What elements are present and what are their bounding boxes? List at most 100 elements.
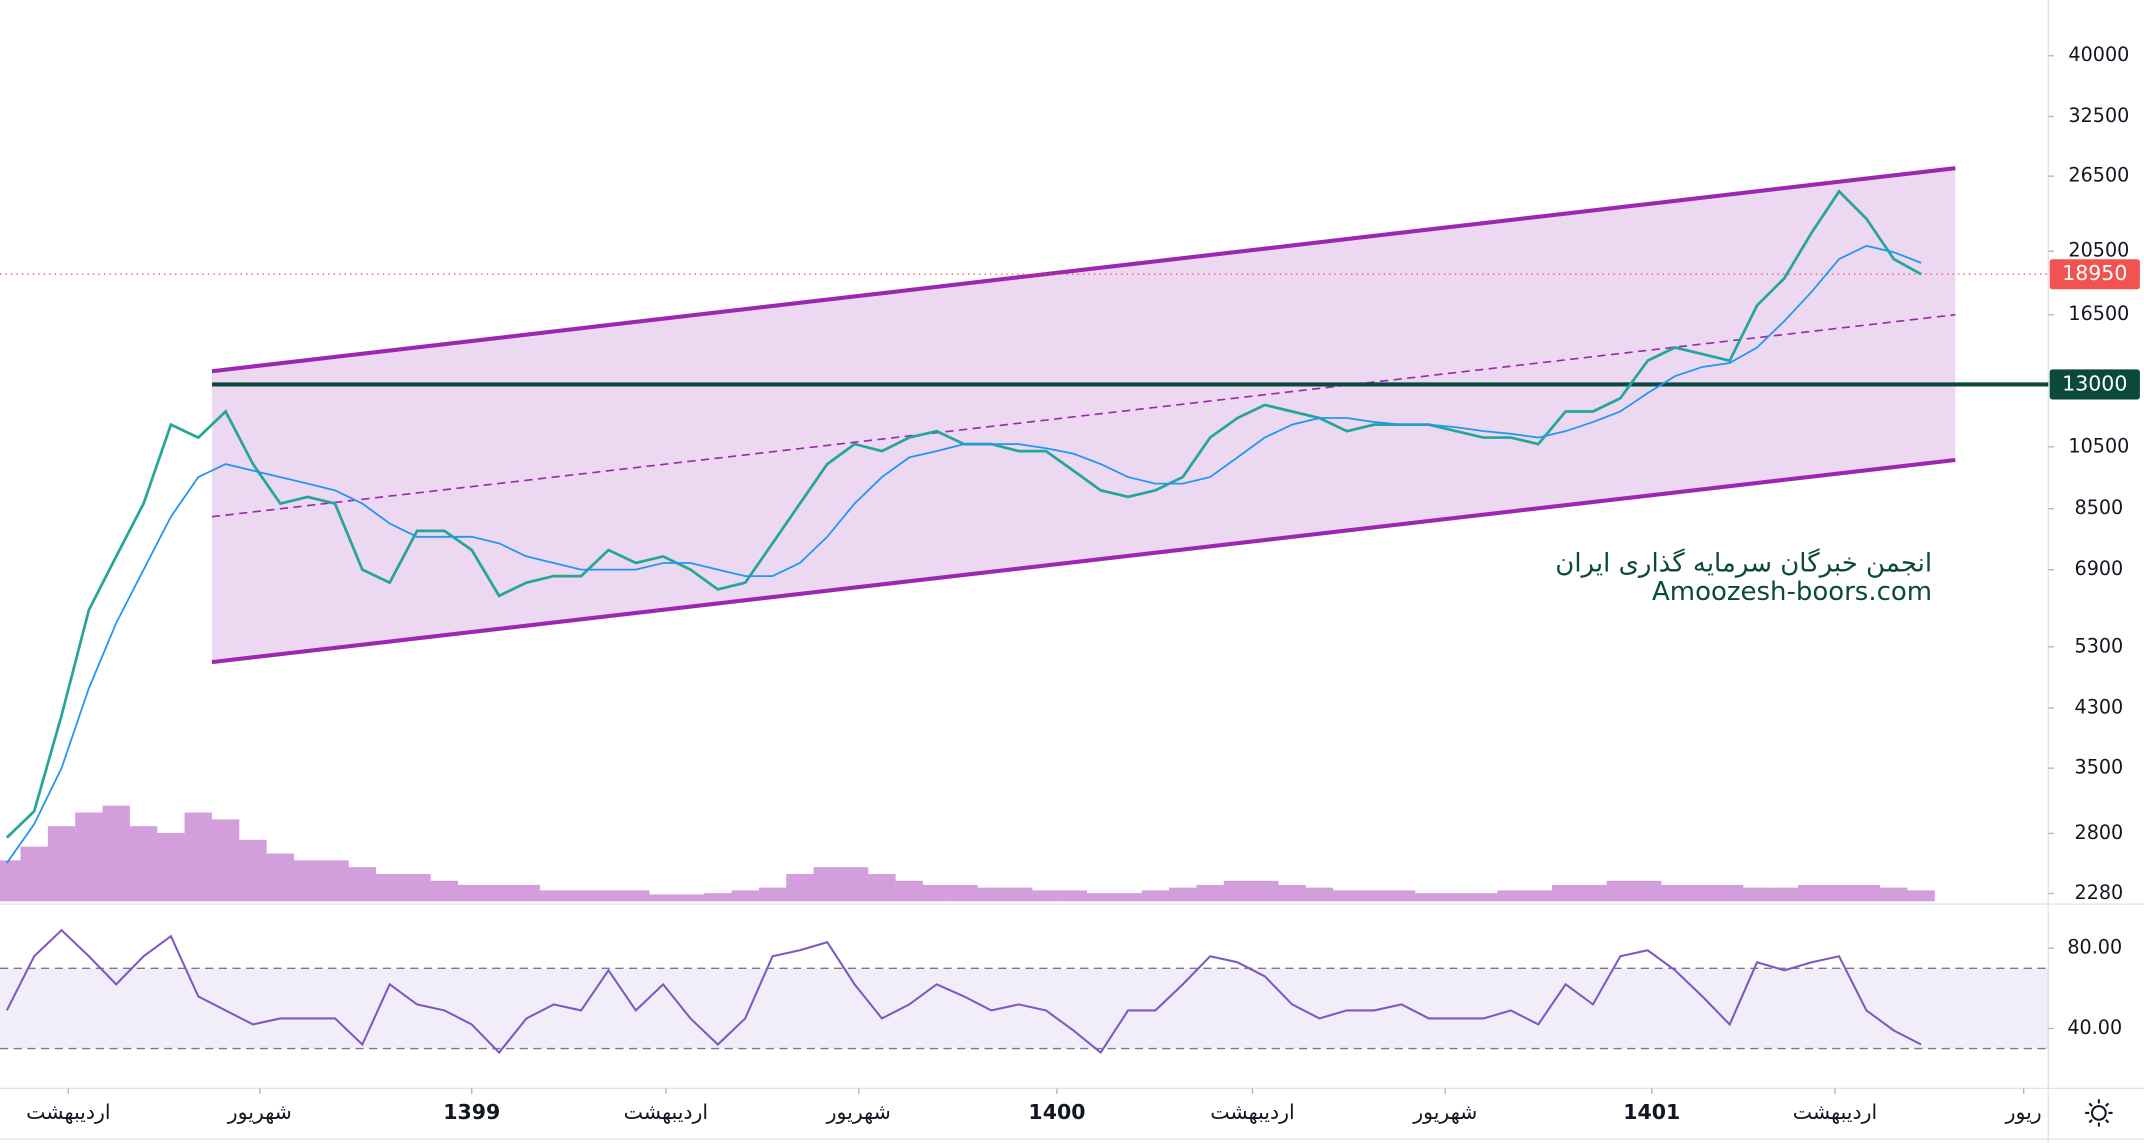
x-tick-label: اردیبهشت — [26, 1100, 110, 1124]
volume-bar — [1196, 884, 1224, 902]
volume-bar — [102, 805, 130, 902]
x-tick-label: شهریور — [826, 1100, 891, 1124]
y-tick-label: 5300 — [2075, 634, 2124, 657]
volume-bar — [676, 894, 705, 902]
volume-bar — [649, 894, 677, 902]
x-tick-label: 1401 — [1623, 1100, 1680, 1124]
x-tick-label: شهریور — [227, 1100, 292, 1124]
volume-bar — [1360, 890, 1388, 902]
volume-bar — [567, 890, 595, 902]
volume-bar — [1087, 893, 1115, 902]
volume-bar — [1278, 884, 1306, 902]
hline-label-box — [2049, 369, 2140, 400]
volume-bar — [1497, 890, 1525, 902]
volume-bar — [868, 873, 896, 902]
y-tick-label: 2280 — [2075, 881, 2124, 904]
y-tick-label: 26500 — [2068, 164, 2129, 187]
volume-bar — [430, 880, 459, 902]
volume-bar — [512, 884, 541, 902]
y-tick-label: 2800 — [2075, 821, 2124, 844]
volume-bar — [704, 893, 732, 902]
watermark: انجمن خبرگان سرمایه گذاری ایران — [1555, 547, 1932, 578]
volume-bar — [1305, 887, 1334, 902]
x-tick-label: اردیبهشت — [1793, 1100, 1877, 1124]
volume-bar — [813, 867, 841, 902]
volume-bar — [1169, 887, 1197, 902]
volume-bar — [1442, 893, 1470, 902]
volume-bar — [1688, 884, 1717, 902]
y-tick-label: 8500 — [2075, 496, 2124, 519]
volume-bar — [977, 887, 1005, 902]
rsi-tick-label: 80.00 — [2067, 936, 2122, 959]
volume-bar — [1798, 884, 1826, 902]
x-tick-label: اردیبهشت — [1210, 1100, 1294, 1124]
volume-bar — [1579, 884, 1607, 902]
volume-bar — [1880, 887, 1908, 902]
channel-middle — [211, 313, 1956, 518]
x-tick-label: شهریور — [1412, 1100, 1477, 1124]
channel-lower — [211, 457, 1956, 665]
volume-bar — [184, 812, 212, 902]
y-tick-label: 20500 — [2068, 239, 2129, 262]
volume-bar — [1032, 890, 1060, 902]
volume-bar — [376, 873, 404, 902]
volume-bar — [321, 860, 349, 902]
volume-bar — [922, 884, 951, 902]
volume-bar — [348, 867, 377, 902]
volume-bar — [1606, 880, 1634, 902]
volume-bar — [1770, 887, 1799, 902]
volume-bar — [1907, 890, 1935, 902]
watermark: Amoozesh-boors.com — [1652, 577, 1932, 607]
volume-bar — [1825, 884, 1853, 902]
volume-bar — [129, 826, 158, 902]
volume-bar — [1743, 887, 1771, 902]
volume-bar — [1114, 893, 1142, 902]
volume-bar — [1059, 890, 1088, 902]
volume-bar — [266, 853, 294, 902]
volume-bar — [731, 890, 759, 902]
y-tick-label: 32500 — [2068, 104, 2129, 127]
volume-bar — [157, 833, 185, 902]
y-tick-label: 4300 — [2075, 695, 2124, 718]
last-price-label: 18950 — [2062, 261, 2127, 285]
hline-label: 13000 — [2062, 371, 2127, 395]
volume-bar — [594, 890, 623, 902]
y-tick-label: 16500 — [2068, 302, 2129, 325]
volume-bar — [950, 884, 978, 902]
rsi-line — [5, 928, 1922, 1055]
volume-bar — [786, 873, 814, 902]
x-tick-label: 1399 — [443, 1100, 500, 1124]
volume-bar — [840, 867, 869, 902]
volume-bar — [758, 887, 787, 902]
volume-bar — [1633, 880, 1662, 902]
rsi-band — [0, 968, 2049, 1049]
volume-bar — [239, 839, 267, 902]
volume-bar — [1223, 880, 1252, 902]
volume-bar — [1333, 890, 1361, 902]
volume-bar — [403, 873, 431, 902]
volume-bar — [1524, 890, 1552, 902]
volume-bar — [1141, 890, 1170, 902]
volume-bar — [895, 880, 923, 902]
volume-bar — [211, 819, 240, 902]
volume-bar — [622, 890, 650, 902]
volume-bar — [75, 812, 103, 902]
volume-bar — [47, 826, 76, 902]
volume-bar — [485, 884, 513, 902]
price-line — [6, 244, 1922, 864]
y-tick-label: 3500 — [2075, 756, 2124, 779]
volume-bar — [1387, 890, 1416, 902]
x-tick-label: 1400 — [1028, 1100, 1085, 1124]
channel-upper — [211, 166, 1956, 374]
volume-bar — [458, 884, 486, 902]
volume-bar — [1469, 893, 1498, 902]
volume-bar — [540, 890, 568, 902]
volume-bar — [0, 860, 21, 902]
volume-bar — [1716, 884, 1744, 902]
last-price-label-box — [2049, 259, 2140, 290]
rsi-tick-label: 40.00 — [2067, 1016, 2122, 1039]
volume-bar — [1661, 884, 1689, 902]
settings-icon[interactable] — [2085, 1099, 2113, 1127]
y-tick-label: 10500 — [2068, 434, 2129, 457]
